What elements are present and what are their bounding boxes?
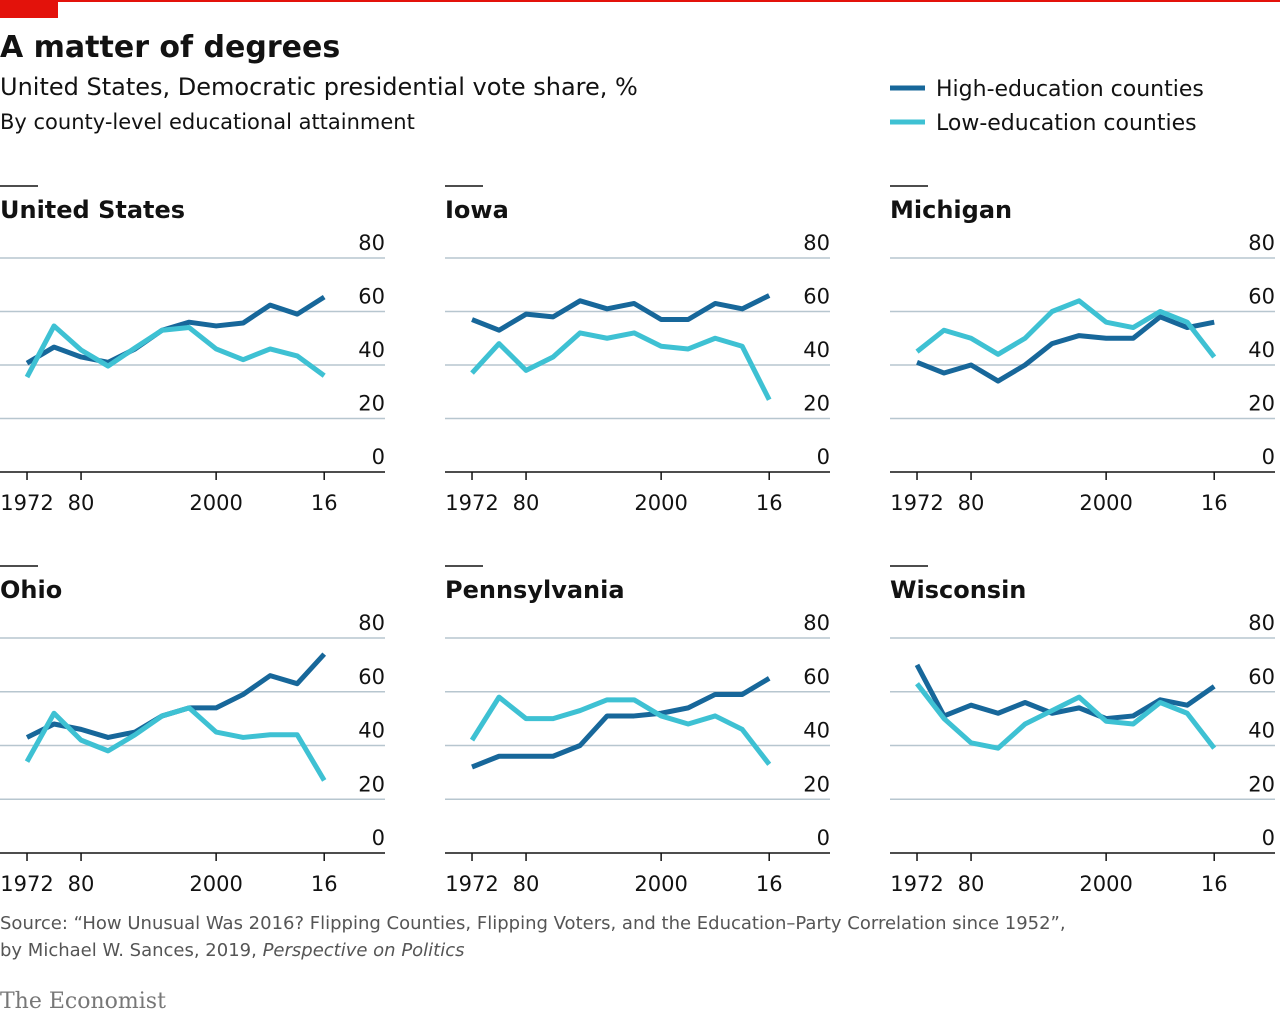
y-tick-label: 40 [358,338,385,362]
x-tick-label: 2000 [189,872,242,896]
y-tick-label: 80 [358,611,385,635]
y-tick-label: 80 [1248,611,1275,635]
series-line [25,652,327,740]
y-tick-label: 40 [1248,338,1275,362]
x-tick-label: 80 [68,491,95,515]
panel: Michigan 0 20 40 60 80 1972 80 2000 16 [890,185,1275,515]
series-line [915,298,1217,359]
y-tick-label: 40 [358,719,385,743]
y-tick-label: 60 [803,285,830,309]
y-tick-label: 0 [372,445,385,469]
top-rule [0,0,1280,2]
x-tick-label: 16 [311,872,338,896]
y-tick-label: 60 [358,285,385,309]
panel: United States 0 20 40 60 80 1972 80 2000 16 [0,185,385,515]
y-tick-label: 20 [358,392,385,416]
series-line [24,705,327,782]
panel: Pennsylvania 0 20 40 60 80 1972 80 2000 16 [445,565,830,896]
series-line [916,314,1215,384]
publication: Perspective on Politics [263,940,465,961]
x-tick-label: 1972 [890,872,943,896]
y-tick-label: 0 [817,826,830,850]
x-tick-label: 16 [756,491,783,515]
chart-description: By county-level educational attainment [0,110,415,134]
x-tick-label: 80 [513,872,540,896]
x-tick-label: 80 [68,872,95,896]
y-tick-label: 60 [803,665,830,689]
x-tick-label: 1972 [890,491,943,515]
x-tick-label: 16 [311,491,338,515]
series-line [471,676,771,770]
chart-subtitle: United States, Democratic presidential v… [0,73,638,101]
panel: Iowa 0 20 40 60 80 1972 80 2000 16 [445,185,830,515]
series-line [470,330,772,401]
x-tick-label: 1972 [0,491,53,515]
series-line [471,293,771,333]
x-tick-label: 1972 [0,872,53,896]
panel-title: Iowa [445,196,509,224]
y-tick-label: 20 [358,772,385,796]
x-tick-label: 2000 [634,872,687,896]
panel-title: Michigan [890,196,1012,224]
series-line [469,694,772,766]
brand: The Economist [0,989,166,1014]
panel-title: Pennsylvania [445,576,625,604]
legend-label: Low-education counties [936,111,1197,136]
y-tick-label: 80 [803,611,830,635]
y-tick-label: 80 [803,231,830,255]
x-tick-label: 80 [958,491,985,515]
x-tick-label: 1972 [445,491,498,515]
y-tick-label: 60 [358,665,385,689]
panel-title: United States [0,196,185,224]
x-tick-label: 2000 [1079,872,1132,896]
byline: by Michael W. Sances, 2019, [0,940,257,961]
x-tick-label: 2000 [634,491,687,515]
y-tick-label: 0 [817,445,830,469]
y-tick-label: 20 [803,392,830,416]
x-tick-label: 80 [513,491,540,515]
source: Source: “How Unusual Was 2016? Flipping … [0,913,1066,934]
x-tick-label: 2000 [1079,491,1132,515]
y-tick-label: 40 [803,338,830,362]
panel-title: Ohio [0,576,62,604]
series-line [24,323,326,379]
y-tick-label: 80 [1248,231,1275,255]
panel: Ohio 0 20 40 60 80 1972 80 2000 16 [0,565,385,896]
panel: Wisconsin 0 20 40 60 80 1972 80 2000 16 [890,565,1275,896]
y-tick-label: 0 [1262,826,1275,850]
source-byline: by Michael W. Sances, 2019, Perspective … [0,940,465,961]
chart-title: A matter of degrees [0,30,340,65]
y-tick-label: 60 [1248,285,1275,309]
panel-title: Wisconsin [890,576,1026,604]
y-tick-label: 20 [1248,392,1275,416]
y-tick-label: 80 [358,231,385,255]
series-line [915,682,1217,751]
x-tick-label: 16 [1201,872,1228,896]
series-line [914,663,1216,722]
x-tick-label: 16 [1201,491,1228,515]
y-tick-label: 40 [803,719,830,743]
y-tick-label: 0 [1262,445,1275,469]
y-tick-label: 20 [803,772,830,796]
red-tab [0,0,58,18]
y-tick-label: 0 [372,826,385,850]
y-tick-label: 60 [1248,665,1275,689]
x-tick-label: 1972 [445,872,498,896]
y-tick-label: 20 [1248,772,1275,796]
x-tick-label: 2000 [189,491,242,515]
y-tick-label: 40 [1248,719,1275,743]
x-tick-label: 80 [958,872,985,896]
legend-label: High-education counties [936,77,1204,102]
series-line [25,294,326,366]
x-tick-label: 16 [756,872,783,896]
